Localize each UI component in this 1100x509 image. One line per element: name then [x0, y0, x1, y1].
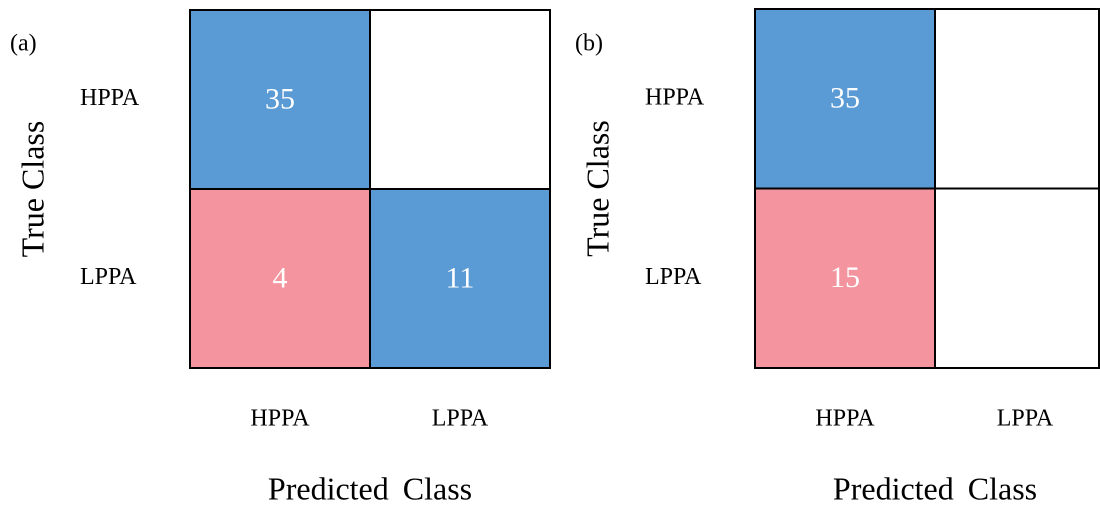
x-axis-title: Predicted Class — [268, 470, 472, 506]
x-tick-label: HPPA — [250, 406, 310, 432]
x-tick-label: LPPA — [432, 406, 489, 432]
cell-value: 35 — [265, 82, 295, 115]
cell — [189, 188, 371, 369]
cell-value: 35 — [830, 82, 860, 115]
y-tick-label: LPPA — [80, 264, 137, 290]
cell — [754, 187, 936, 369]
cell-value: 15 — [830, 261, 860, 294]
x-tick-label: LPPA — [997, 406, 1054, 432]
y-tick-label: HPPA — [645, 84, 705, 110]
y-axis-title: True Class — [579, 120, 615, 257]
empty-cell — [934, 187, 1100, 369]
x-axis-title: Predicted Class — [833, 470, 1037, 506]
empty-cell — [369, 9, 551, 190]
panel-label: (a) — [10, 31, 37, 57]
cell-value: 11 — [446, 261, 475, 294]
cell — [754, 8, 936, 190]
panel-label: (b) — [575, 31, 603, 57]
empty-cell — [934, 8, 1100, 190]
cell-value: 4 — [273, 261, 288, 294]
cell — [189, 9, 371, 190]
y-axis-title: True Class — [14, 121, 50, 258]
cell — [369, 188, 551, 369]
y-tick-label: LPPA — [645, 264, 702, 290]
x-tick-label: HPPA — [815, 406, 875, 432]
y-tick-label: HPPA — [80, 85, 140, 111]
